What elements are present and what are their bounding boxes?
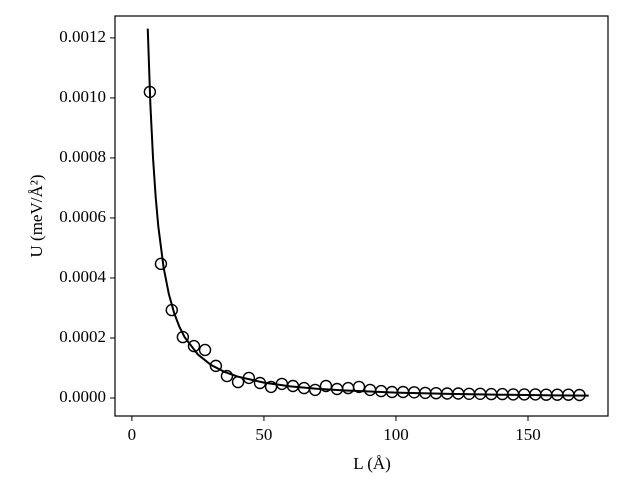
y-axis-label: U (meV/Å²) [27,175,46,258]
y-tick-label: 0.0000 [59,387,106,406]
data-point [209,359,223,373]
data-point [341,381,355,395]
y-tick-label: 0.0002 [59,327,106,346]
data-point [187,339,201,353]
data-point [363,383,377,397]
data-point [319,379,333,393]
data-point [253,376,267,390]
data-point [352,380,366,394]
y-tick-label: 0.0008 [59,147,106,166]
data-point [198,343,212,357]
data-point [165,303,178,317]
data-point [231,375,245,389]
fit-line [146,28,589,397]
y-tick-label: 0.0006 [59,207,106,226]
data-point [573,388,586,402]
y-tick-label: 0.0010 [59,87,106,106]
x-axis-label: L (Å) [353,454,391,473]
x-tick-label: 100 [383,425,409,444]
data-point [176,330,190,344]
x-tick-label: 150 [515,425,541,444]
y-tick-label: 0.0004 [59,267,106,286]
data-point [242,371,256,385]
x-tick-label: 0 [128,425,137,444]
x-tick-label: 50 [255,425,272,444]
data-point [154,257,168,271]
data-point [308,383,322,397]
y-tick-label: 0.0012 [59,27,106,46]
data-point [143,85,157,99]
data-point [220,369,234,383]
plot-frame [114,15,609,417]
